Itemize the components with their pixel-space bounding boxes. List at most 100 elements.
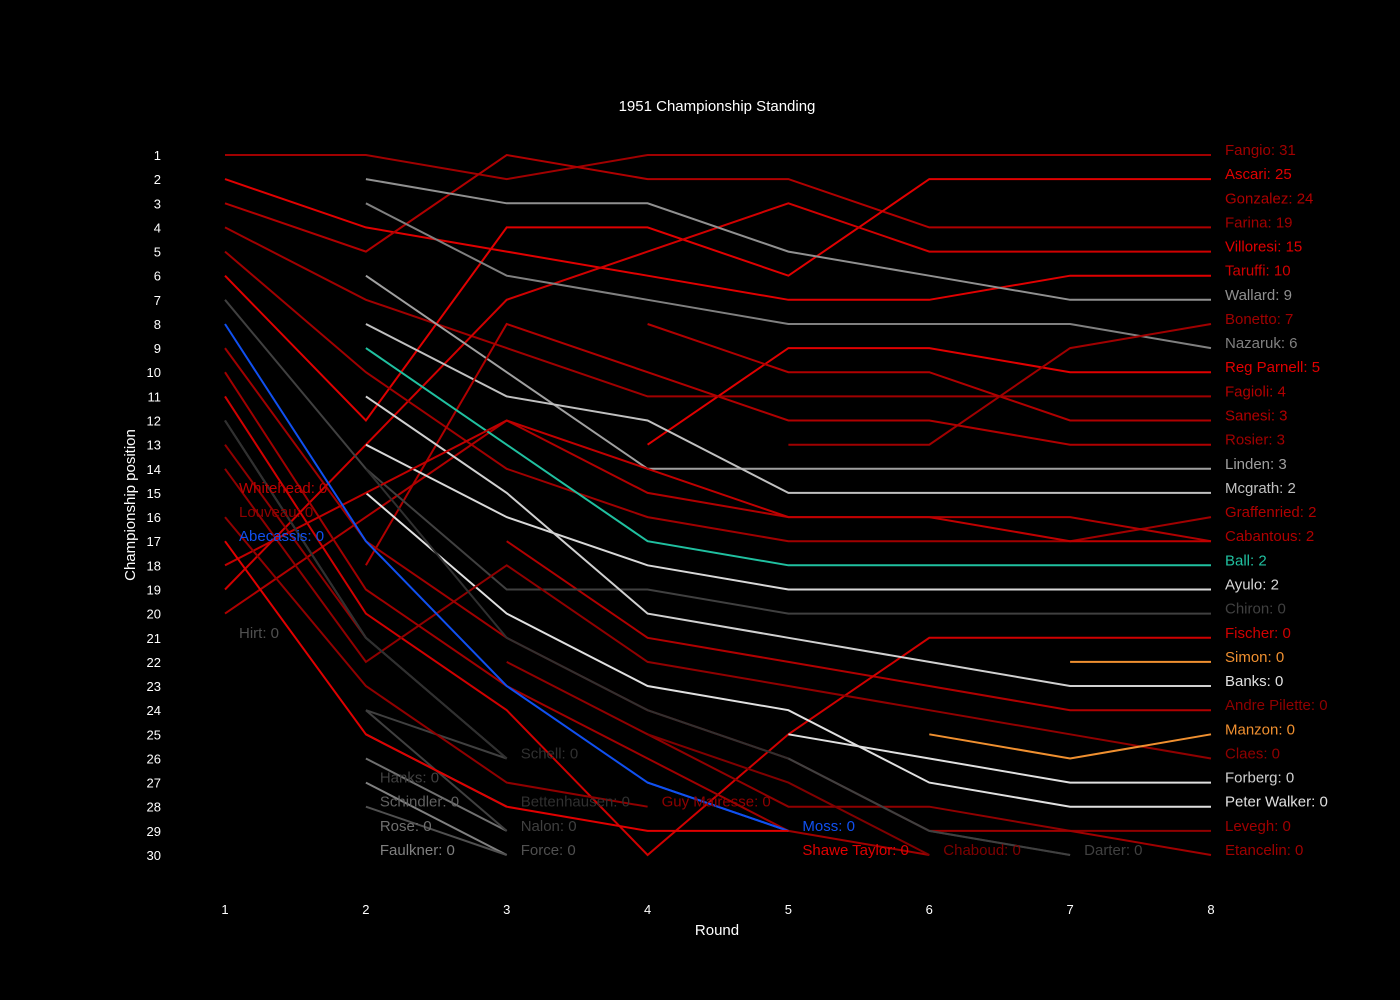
series-labels: Fangio: 31 Ascari: 25 Gonzalez: 24 Farina: … [239,142,1328,859]
series-line-cabantous[interactable] [506,540,1211,712]
x-tick-label: 6 [926,902,933,917]
y-tick-label: 25 [147,727,161,742]
series-label-peter-walker: Peter Walker: 0 [1225,794,1328,811]
series-line-ayulo[interactable] [365,443,1211,591]
series-line-andre-pilette[interactable] [224,468,1212,760]
series-label-andre-pilette: Andre Pilette: 0 [1225,697,1328,714]
x-tick-label: 4 [644,902,651,917]
series-line-guy-mairesse[interactable] [224,516,648,808]
series-line-mcgrath[interactable] [365,323,1211,494]
series-label-forberg: Forberg: 0 [1225,770,1294,787]
series-label-nalon: Nalon: 0 [521,818,577,835]
series-line-faulkner[interactable] [365,781,508,856]
y-tick-label: 15 [147,486,161,501]
series-line-wallard[interactable] [365,178,1211,301]
series-line-schell[interactable] [224,419,508,760]
series-line-nazaruk[interactable] [365,202,1212,350]
x-axis-ticks: 1 2 3 4 5 6 7 8 [221,902,1214,917]
y-tick-label: 14 [147,462,161,477]
series-label-guy-mairesse: Guy Mairesse: 0 [662,794,771,811]
series-label-nazaruk: Nazaruk: 6 [1225,335,1298,352]
series-label-rose: Rose: 0 [380,818,432,835]
series-label-banks: Banks: 0 [1225,673,1283,690]
y-tick-label: 26 [147,751,161,766]
series-line-claes[interactable] [506,661,1211,832]
y-tick-label: 23 [147,679,161,694]
series-label-faulkner: Faulkner: 0 [380,842,455,859]
series-line-fangio[interactable] [225,154,1211,181]
series-label-gonzalez: Gonzalez: 24 [1225,190,1313,207]
series-label-linden: Linden: 3 [1225,456,1287,473]
series-label-louveau: Louveau: 0 [239,504,313,521]
series-label-manzon: Manzon: 0 [1225,721,1295,738]
series-line-reg-parnell[interactable] [647,347,1211,446]
series-label-chaboud: Chaboud: 0 [943,842,1021,859]
series-label-reg-parnell: Reg Parnell: 5 [1225,359,1320,376]
series-label-shawe-taylor: Shawe Taylor: 0 [802,842,908,859]
series-line-forberg[interactable] [365,395,1211,687]
y-tick-label: 5 [154,245,161,260]
x-tick-label: 7 [1067,902,1074,917]
series-label-bettenhausen: Bettenhausen: 0 [521,794,630,811]
series-label-graffenried: Graffenried: 2 [1225,504,1316,521]
series-label-bonetto: Bonetto: 7 [1225,311,1293,328]
x-tick-label: 3 [503,902,510,917]
series-line-whitehead[interactable] [224,419,1211,567]
series-line-gonzalez[interactable] [224,153,1211,253]
series-label-moss: Moss: 0 [802,818,855,835]
y-tick-label: 28 [147,800,161,815]
x-tick-label: 8 [1207,902,1214,917]
series-line-manzon[interactable] [929,733,1212,760]
y-tick-label: 29 [147,824,161,839]
series-line-rosier[interactable] [788,323,1212,446]
series-line-graffenried[interactable] [365,322,1211,566]
series-line-ascari[interactable] [224,178,1211,301]
series-line-bonetto[interactable] [224,250,1212,543]
series-label-claes: Claes: 0 [1225,745,1280,762]
series-label-hirt: Hirt: 0 [239,625,279,642]
series-label-force: Force: 0 [521,842,576,859]
series-label-taruffi: Taruffi: 10 [1225,263,1291,280]
series-label-hanks: Hanks: 0 [380,770,439,787]
series-line-peter-walker[interactable] [788,733,1211,784]
series-line-sanesi[interactable] [647,323,1211,422]
series-line-banks[interactable] [365,492,1211,808]
series-line-chiron[interactable] [224,299,1211,615]
y-tick-label: 30 [147,848,161,863]
series-label-fangio: Fangio: 31 [1225,142,1296,159]
series-line-rose[interactable] [365,757,508,832]
series-label-farina: Farina: 19 [1225,214,1293,231]
x-axis-label: Round [695,922,739,939]
series-label-mcgrath: Mcgrath: 2 [1225,480,1296,497]
series-line-darter[interactable] [787,757,1071,856]
series-line-linden[interactable] [365,274,1211,470]
series-line-shawe-taylor[interactable] [224,540,789,832]
series-line-chaboud[interactable] [647,733,930,856]
series-line-louveau[interactable] [224,444,367,639]
series-line-fagioli[interactable] [224,419,1212,615]
series-label-sanesi: Sanesi: 3 [1225,408,1288,425]
y-tick-label: 21 [147,631,161,646]
chart-title: 1951 Championship Standing [619,98,816,115]
y-tick-label: 13 [147,438,161,453]
y-tick-label: 22 [147,655,161,670]
series-label-fagioli: Fagioli: 4 [1225,383,1286,400]
y-tick-label: 27 [147,776,161,791]
y-tick-label: 17 [147,534,161,549]
y-tick-label: 8 [154,317,161,332]
series-line-ball[interactable] [365,347,1211,567]
y-axis-label: Championship position [122,429,139,581]
series-label-ayulo: Ayulo: 2 [1225,576,1279,593]
x-tick-label: 5 [785,902,792,917]
series-line-force[interactable] [365,805,508,856]
series-line-levegh[interactable] [224,371,930,856]
series-label-schell: Schell: 0 [521,745,579,762]
series-label-darter: Darter: 0 [1084,842,1142,859]
x-tick-label: 2 [362,902,369,917]
y-tick-label: 3 [154,196,161,211]
x-tick-label: 1 [221,902,228,917]
series-label-whitehead: Whitehead: 0 [239,480,327,497]
series-line-moss[interactable] [647,781,789,832]
series-label-levegh: Levegh: 0 [1225,818,1291,835]
